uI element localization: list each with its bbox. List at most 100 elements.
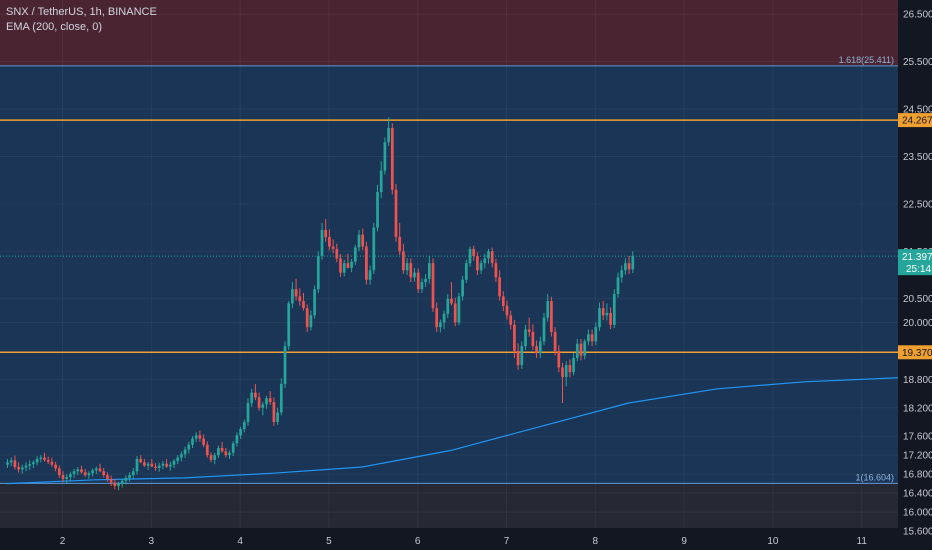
candle: [265, 395, 268, 409]
candle: [32, 460, 35, 468]
candle-body: [235, 435, 239, 444]
candle: [43, 452, 46, 462]
candle-body: [627, 263, 631, 270]
candle: [261, 402, 265, 416]
candle-body: [224, 451, 228, 456]
candle-body: [402, 251, 405, 271]
candle-body: [39, 457, 43, 459]
candle-body: [246, 403, 250, 422]
candle-body: [124, 477, 128, 481]
time-tick-label: 8: [593, 536, 599, 547]
candle-body: [113, 482, 117, 486]
candle-body: [6, 462, 9, 465]
candle-body: [631, 256, 635, 270]
candle-body: [472, 248, 476, 257]
candle: [505, 300, 509, 320]
candle-body: [242, 421, 246, 430]
candle: [65, 474, 69, 484]
time-axis[interactable]: [0, 528, 898, 550]
fib-level-label: 1.618(25.411): [839, 55, 894, 65]
candle-body: [583, 341, 587, 356]
candle: [309, 310, 313, 331]
candle-body: [24, 465, 28, 468]
candle-body: [205, 444, 209, 456]
candle: [453, 297, 457, 327]
candle: [50, 457, 54, 468]
candle-body: [413, 272, 416, 278]
candle-body: [20, 467, 24, 470]
indicator-title: EMA (200, close, 0): [6, 21, 102, 33]
candle-body: [557, 350, 561, 368]
candle: [387, 117, 390, 147]
candle: [527, 317, 531, 337]
candle-body: [594, 327, 598, 342]
candle: [531, 324, 535, 350]
candle-body: [431, 263, 435, 309]
time-tick-label: 4: [237, 536, 243, 547]
candle: [298, 288, 302, 306]
price-tick-label: 16.800: [903, 470, 932, 481]
candle-body: [346, 263, 350, 268]
candle: [209, 452, 213, 463]
candle: [394, 183, 398, 242]
price-tick-label: 18.800: [903, 375, 932, 386]
candle: [320, 222, 324, 260]
candle: [550, 296, 553, 337]
candle: [361, 228, 365, 251]
candle-body: [387, 128, 390, 143]
time-tick-label: 7: [504, 536, 510, 547]
last-price-tag: [898, 249, 932, 276]
candle: [328, 229, 331, 251]
candle-body: [139, 458, 143, 463]
candle: [113, 478, 117, 490]
candle: [590, 329, 594, 347]
candle-body: [28, 464, 32, 466]
candle-body: [17, 467, 20, 470]
candle-body: [464, 263, 468, 280]
candle-body: [291, 289, 294, 304]
candle: [35, 456, 39, 466]
candle: [294, 278, 298, 301]
candle: [357, 229, 361, 252]
candle: [398, 222, 402, 256]
candle-body: [239, 429, 242, 436]
candle-body: [538, 341, 542, 354]
candle: [242, 419, 246, 433]
candle-body: [57, 468, 61, 476]
candle: [487, 248, 490, 264]
candle-body: [616, 277, 620, 294]
candle: [346, 253, 350, 269]
candle: [91, 468, 94, 477]
candle-body: [279, 384, 283, 413]
candle-body: [609, 312, 612, 325]
candle: [427, 256, 431, 284]
candle-body: [372, 227, 376, 271]
candle: [128, 472, 131, 482]
candle-body: [109, 478, 113, 483]
candle: [205, 441, 209, 458]
candle-body: [220, 448, 224, 452]
candle-body: [490, 251, 494, 264]
candle: [339, 254, 342, 277]
candle-body: [32, 462, 35, 465]
candle-body: [168, 464, 172, 467]
candle-body: [520, 346, 524, 366]
candle-body: [461, 279, 464, 297]
candle: [217, 445, 220, 459]
candle: [627, 256, 631, 275]
candle: [17, 462, 20, 473]
candle: [61, 471, 65, 483]
candle: [476, 252, 479, 275]
candle-body: [376, 192, 379, 228]
candle-body: [165, 463, 168, 467]
candle: [287, 301, 291, 350]
candle: [220, 441, 224, 453]
candle-body: [276, 412, 279, 422]
candle-body: [117, 483, 120, 486]
candle-body: [250, 392, 254, 404]
candle: [161, 460, 165, 470]
candle: [524, 324, 527, 350]
candle: [472, 245, 476, 261]
